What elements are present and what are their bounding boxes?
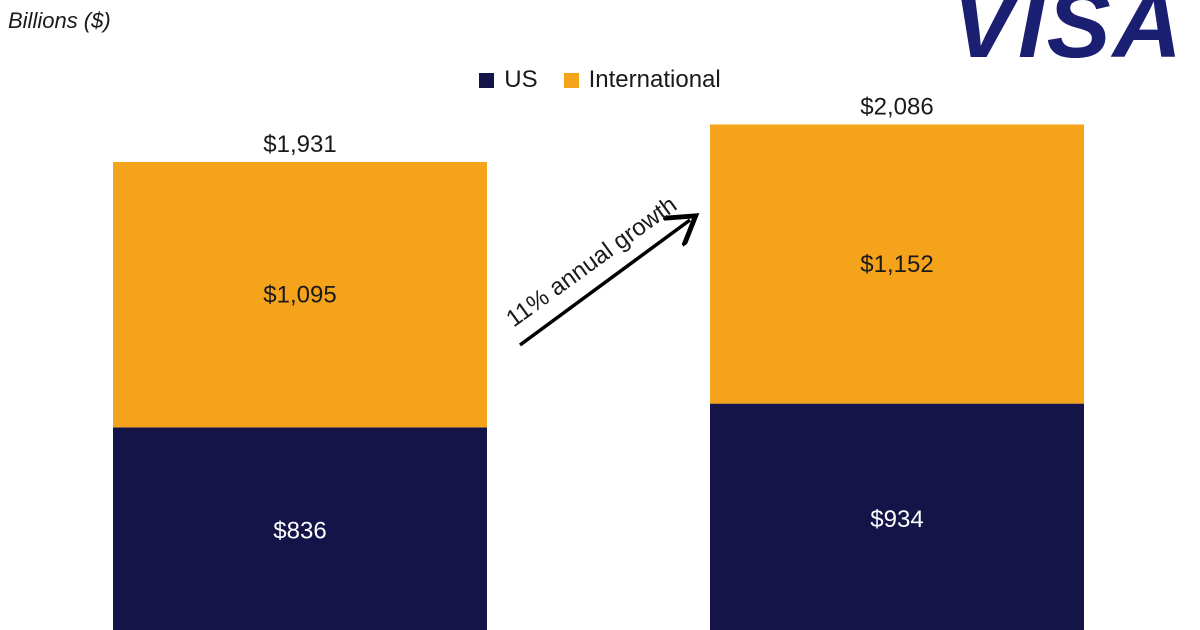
bar-us-2 <box>710 403 1084 630</box>
legend-label-international: International <box>588 66 721 93</box>
legend-item-us: US <box>479 66 538 94</box>
data-label-international-1: $1,095 <box>263 282 336 309</box>
data-label-us-1: $836 <box>273 518 326 545</box>
total-label-1: $1,931 <box>263 131 336 158</box>
legend: US International <box>0 66 1200 94</box>
growth-arrow <box>518 220 690 347</box>
data-label-us-2: $934 <box>870 506 923 533</box>
data-label-international-2: $1,152 <box>860 251 933 278</box>
bar-us-1 <box>113 427 487 630</box>
unit-label: Billions ($) <box>8 8 111 33</box>
legend-item-international: International <box>563 66 721 94</box>
total-label-2: $2,086 <box>860 93 933 120</box>
legend-label-us: US <box>504 66 538 93</box>
legend-swatch-international <box>563 72 579 88</box>
growth-annotation: 11% annual growth <box>501 191 690 347</box>
legend-swatch-us <box>479 72 495 88</box>
growth-annotation-text: 11% annual growth <box>501 191 682 333</box>
visa-logo: VISA <box>951 0 1184 78</box>
bar-international-1 <box>113 162 487 428</box>
bar-international-2 <box>710 124 1084 404</box>
